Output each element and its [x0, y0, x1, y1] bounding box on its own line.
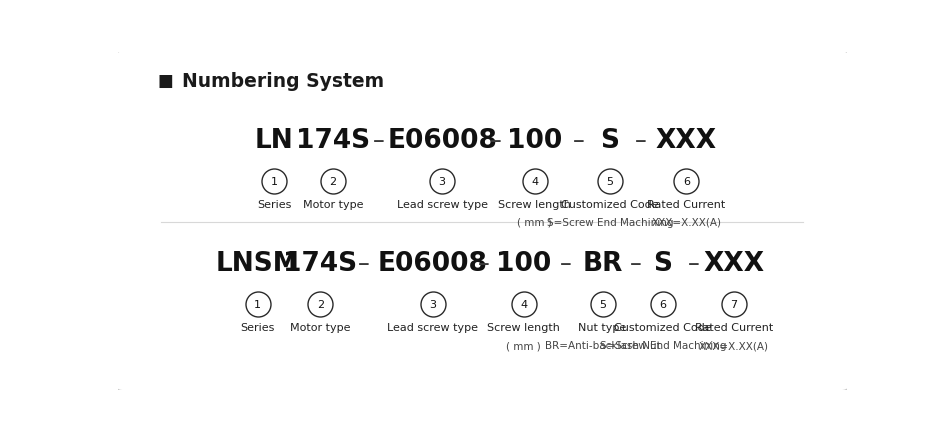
Text: S=Screw End Machining: S=Screw End Machining: [599, 340, 726, 350]
Text: 174S: 174S: [295, 127, 370, 153]
Text: –: –: [630, 251, 641, 276]
Text: –: –: [359, 251, 370, 276]
Text: Series: Series: [241, 322, 275, 332]
Text: 6: 6: [660, 299, 666, 309]
FancyBboxPatch shape: [126, 57, 838, 386]
Text: 174S: 174S: [283, 251, 358, 276]
Text: –: –: [478, 251, 489, 276]
Text: –: –: [373, 128, 385, 152]
Text: 6: 6: [683, 177, 690, 187]
Text: –: –: [573, 128, 584, 152]
Text: –: –: [560, 251, 571, 276]
Text: E06008: E06008: [387, 127, 497, 153]
Text: XXX=X.XX(A): XXX=X.XX(A): [651, 217, 722, 227]
Text: 3: 3: [429, 299, 437, 309]
Text: 100: 100: [507, 127, 563, 153]
Text: 2: 2: [329, 177, 336, 187]
Text: Customized Code: Customized Code: [614, 322, 712, 332]
Text: Screw length: Screw length: [499, 200, 571, 210]
Text: Rated Current: Rated Current: [647, 200, 726, 210]
Text: Customized Code: Customized Code: [561, 200, 659, 210]
Text: ■: ■: [158, 72, 173, 90]
Text: Nut type: Nut type: [579, 322, 627, 332]
Text: Numbering System: Numbering System: [182, 72, 384, 91]
Text: 100: 100: [496, 251, 551, 276]
Text: –: –: [635, 128, 647, 152]
Text: Lead screw type: Lead screw type: [397, 200, 487, 210]
Text: XXX=X.XX(A): XXX=X.XX(A): [699, 340, 769, 350]
FancyBboxPatch shape: [114, 51, 851, 392]
Text: XXX: XXX: [703, 251, 764, 276]
Text: Motor type: Motor type: [290, 322, 351, 332]
Text: 5: 5: [606, 177, 614, 187]
Text: S: S: [600, 127, 619, 153]
Text: E06008: E06008: [377, 251, 487, 276]
Text: BR=Anti-backlash Nut: BR=Anti-backlash Nut: [545, 340, 661, 350]
Text: 4: 4: [520, 299, 527, 309]
Text: 1: 1: [254, 299, 262, 309]
Text: LNSM: LNSM: [215, 251, 299, 276]
Text: 3: 3: [439, 177, 446, 187]
Text: 7: 7: [730, 299, 738, 309]
Text: 4: 4: [532, 177, 538, 187]
Text: XXX: XXX: [656, 127, 717, 153]
Text: Rated Current: Rated Current: [694, 322, 773, 332]
Text: Motor type: Motor type: [302, 200, 363, 210]
Text: 1: 1: [271, 177, 278, 187]
Text: 5: 5: [599, 299, 606, 309]
Text: BR: BR: [582, 251, 623, 276]
Text: Lead screw type: Lead screw type: [387, 322, 478, 332]
Text: Series: Series: [257, 200, 292, 210]
Text: –: –: [688, 251, 699, 276]
Text: Screw length: Screw length: [487, 322, 560, 332]
Text: 2: 2: [317, 299, 324, 309]
Text: LN: LN: [255, 127, 294, 153]
Text: ( mm ): ( mm ): [518, 217, 552, 227]
Text: –: –: [489, 128, 502, 152]
Text: S: S: [654, 251, 673, 276]
Text: S=Screw End Machining: S=Screw End Machining: [547, 217, 673, 227]
Text: ( mm ): ( mm ): [506, 340, 541, 350]
